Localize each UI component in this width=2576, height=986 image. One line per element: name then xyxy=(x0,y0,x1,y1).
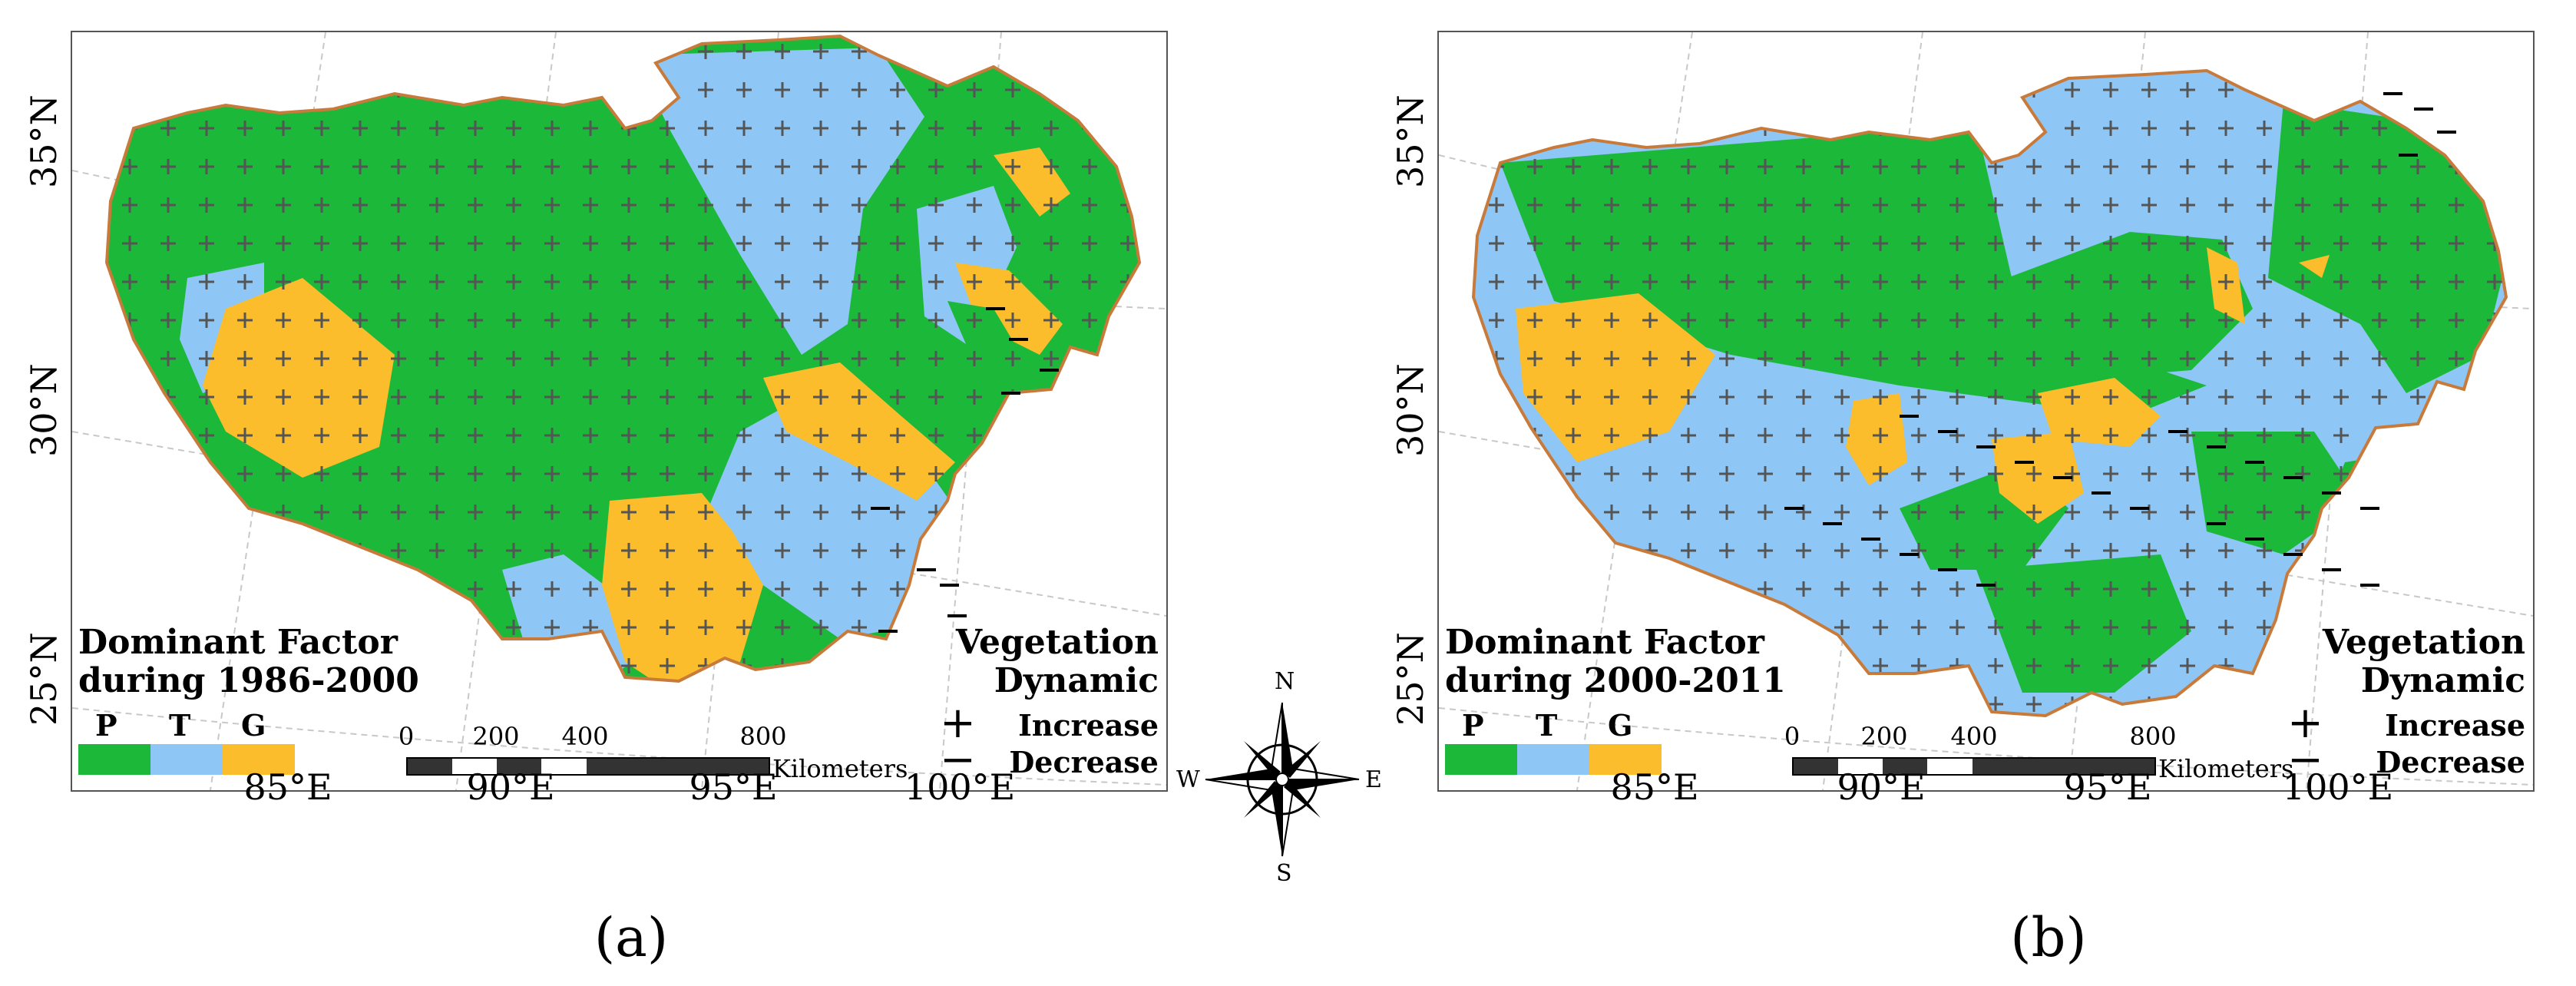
legend-key-p: P xyxy=(95,708,117,743)
lon-label-85: 85°E xyxy=(243,766,332,808)
legend-key-g: G xyxy=(1608,708,1633,743)
lat-label-25: 25°N xyxy=(23,632,64,726)
legend-swatch-g xyxy=(223,744,295,775)
scale-tick-0: 0 xyxy=(398,722,415,751)
scale-tick-400: 400 xyxy=(1950,722,1998,751)
caption-a: (a) xyxy=(594,906,669,969)
legend-key-t: T xyxy=(169,708,191,743)
increase-symbol: + xyxy=(940,698,976,748)
lon-label-90: 90°E xyxy=(1837,766,1926,808)
map-b-canvas xyxy=(1439,32,2533,790)
lat-label-35: 35°N xyxy=(23,94,64,188)
lat-label-30: 30°N xyxy=(23,363,64,457)
lon-label-100: 100°E xyxy=(2282,766,2394,808)
legend-title-a: Dominant Factor during 1986-2000 xyxy=(78,623,419,700)
lon-label-90: 90°E xyxy=(466,766,555,808)
scale-tick-200: 200 xyxy=(472,722,520,751)
compass-e: E xyxy=(1365,766,1382,793)
legend-key-g: G xyxy=(241,708,266,743)
map-panel-b: Dominant Factor during 2000-2011 P T G 0… xyxy=(1437,31,2535,792)
scale-tick-200: 200 xyxy=(1860,722,1908,751)
decrease-label: Decrease xyxy=(1009,745,1159,779)
map-panel-a: Dominant Factor during 1986-2000 P T G 0… xyxy=(71,31,1168,792)
decrease-label: Decrease xyxy=(2376,745,2525,779)
legend-keys-b: P T G xyxy=(1445,708,1660,743)
scale-bar-a xyxy=(406,757,770,776)
increase-label: Increase xyxy=(2385,708,2525,743)
legend-key-p: P xyxy=(1462,708,1484,743)
lon-label-85: 85°E xyxy=(1610,766,1699,808)
legend-title-b: Dominant Factor during 2000-2011 xyxy=(1445,623,1786,700)
veg-title-b: Vegetation Dynamic xyxy=(2322,623,2525,700)
decrease-symbol: − xyxy=(2287,735,2323,785)
scale-tick-400: 400 xyxy=(561,722,609,751)
decrease-markers-b xyxy=(1784,92,2456,587)
legend-swatch-p xyxy=(1445,744,1517,775)
decrease-symbol: − xyxy=(940,735,976,785)
increase-symbol: + xyxy=(2287,698,2323,748)
study-area-boundary-b xyxy=(1471,68,2508,718)
legend-key-t: T xyxy=(1536,708,1558,743)
lon-label-100: 100°E xyxy=(904,766,1016,808)
legend-swatch-p xyxy=(78,744,150,775)
scale-bar-b xyxy=(1792,757,2156,776)
scale-unit-b: Kilometers xyxy=(2158,754,2294,783)
compass-w: W xyxy=(1176,766,1200,793)
compass-s: S xyxy=(1276,860,1292,887)
decrease-markers-a xyxy=(871,307,1059,633)
legend-keys-a: P T G xyxy=(78,708,293,743)
legend-swatch-t xyxy=(150,744,223,775)
legend-swatch-g xyxy=(1589,744,1662,775)
study-area-boundary-a xyxy=(104,34,1142,683)
scale-tick-800: 800 xyxy=(739,722,787,751)
compass-rose-icon: N S W E xyxy=(1176,668,1382,887)
lat-label-25: 25°N xyxy=(1390,632,1431,726)
lon-label-95: 95°E xyxy=(689,766,778,808)
scale-tick-0: 0 xyxy=(1784,722,1801,751)
lat-label-30: 30°N xyxy=(1390,363,1431,457)
veg-title-a: Vegetation Dynamic xyxy=(955,623,1159,700)
scale-tick-800: 800 xyxy=(2129,722,2177,751)
map-a-canvas xyxy=(72,32,1166,790)
compass-n: N xyxy=(1275,668,1295,695)
increase-label: Increase xyxy=(1018,708,1159,743)
legend-swatch-t xyxy=(1517,744,1589,775)
scale-unit-a: Kilometers xyxy=(772,754,908,783)
caption-b: (b) xyxy=(2010,906,2087,969)
lon-label-95: 95°E xyxy=(2063,766,2152,808)
lat-label-35: 35°N xyxy=(1390,94,1431,188)
